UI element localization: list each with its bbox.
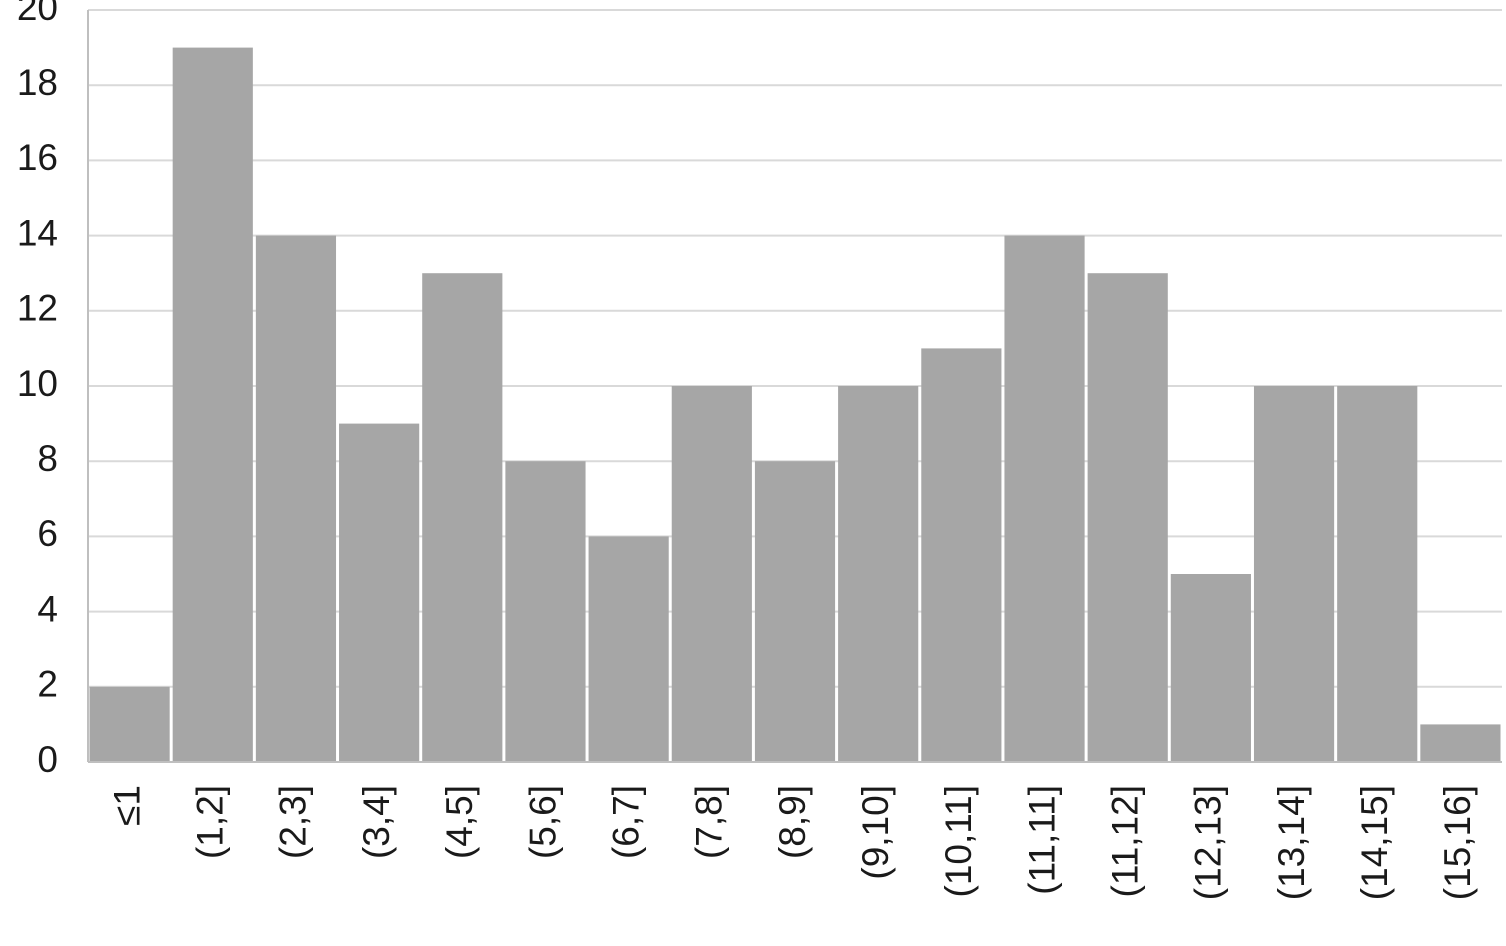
x-tick-label: (6,7]	[605, 785, 646, 859]
y-tick-label: 8	[37, 438, 58, 479]
bar	[1004, 235, 1085, 763]
bar	[1337, 386, 1418, 762]
bar	[671, 386, 752, 762]
x-tick-label: (4,5]	[439, 785, 480, 859]
y-tick-label: 20	[17, 0, 58, 28]
bar	[838, 386, 919, 762]
x-tick-label: (12,13]	[1188, 785, 1229, 900]
y-tick-label: 0	[37, 739, 58, 780]
y-tick-label: 18	[17, 62, 58, 103]
bar	[1087, 273, 1168, 762]
bar	[505, 461, 586, 762]
x-tick-label: ≤1	[106, 785, 147, 826]
y-tick-label: 10	[17, 363, 58, 404]
x-tick-label: (10,11]	[938, 785, 979, 897]
bar	[1253, 386, 1335, 762]
y-tick-label: 2	[37, 664, 58, 705]
y-tick-label: 4	[37, 588, 58, 629]
y-tick-label: 12	[17, 288, 58, 329]
x-tick-label: (8,9]	[772, 785, 813, 859]
x-tick-label: (9,10]	[855, 785, 896, 880]
x-tick-label: (11,11]	[1021, 785, 1062, 895]
x-tick-label: (3,4]	[356, 785, 397, 859]
y-tick-label: 14	[17, 212, 58, 253]
x-tick-label: (15,16]	[1437, 785, 1478, 900]
bar	[255, 235, 337, 763]
x-tick-label: (2,3]	[273, 785, 314, 859]
bar	[754, 461, 836, 762]
x-tick-label: (14,15]	[1354, 785, 1395, 900]
bar	[1420, 724, 1501, 762]
bar	[1170, 574, 1251, 762]
bar	[422, 273, 503, 762]
x-tick-label: (11,12]	[1104, 785, 1145, 897]
x-tick-label: (1,2]	[190, 785, 231, 859]
bar	[89, 686, 170, 762]
y-tick-label: 6	[37, 513, 58, 554]
bar	[339, 423, 420, 762]
x-tick-label: (13,14]	[1271, 785, 1312, 900]
bar	[588, 536, 669, 762]
y-tick-label: 16	[17, 137, 58, 178]
x-tick-label: (5,6]	[522, 785, 563, 859]
x-tick-label: (7,8]	[689, 785, 730, 859]
bar	[172, 47, 253, 763]
bar	[921, 348, 1002, 762]
